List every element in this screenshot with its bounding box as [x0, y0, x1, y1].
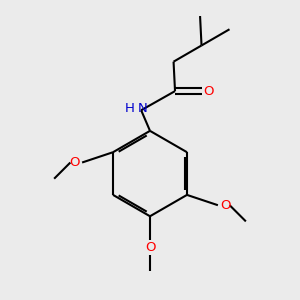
Text: O: O	[220, 199, 230, 212]
Text: O: O	[145, 241, 155, 254]
Text: H: H	[124, 102, 134, 115]
Text: N: N	[138, 102, 148, 115]
Text: O: O	[203, 85, 213, 98]
Text: O: O	[70, 156, 80, 169]
